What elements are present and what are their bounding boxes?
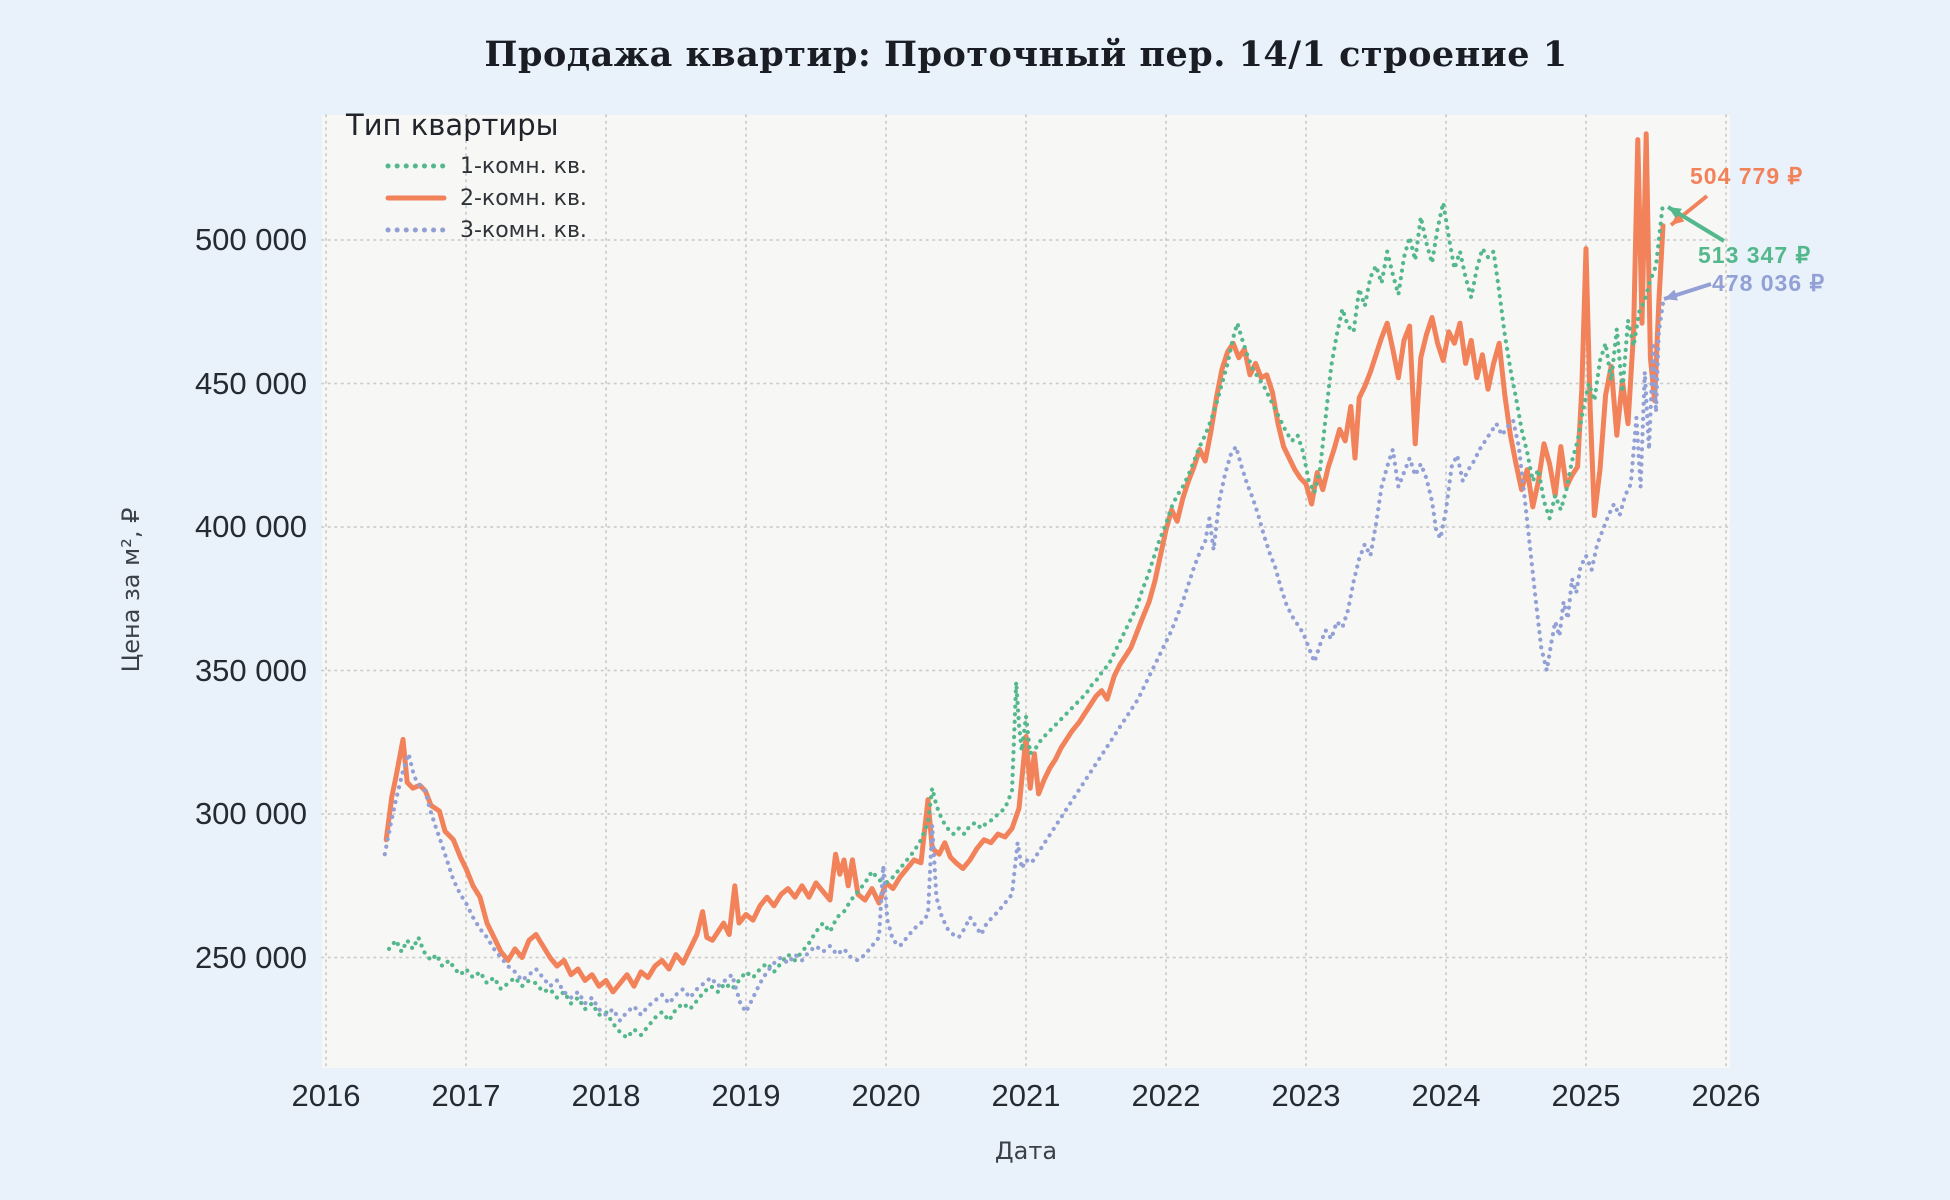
x-tick-2026: 2026 bbox=[1691, 1078, 1761, 1113]
legend: Тип квартиры 1-комн. кв. 2-комн. кв. 3-ком… bbox=[340, 108, 587, 246]
series-line-2-комн. кв. bbox=[383, 131, 1666, 995]
legend-item-3-room: 3-комн. кв. bbox=[340, 214, 587, 246]
legend-item-2-room: 2-комн. кв. bbox=[340, 182, 587, 214]
y-tick-250000: 250 000 bbox=[194, 939, 307, 975]
ann-2room-arrow bbox=[1669, 194, 1709, 227]
legend-marker-dotted-icon bbox=[385, 163, 447, 169]
legend-marker-dotted-icon bbox=[385, 227, 447, 233]
x-tick-2017: 2017 bbox=[431, 1078, 501, 1113]
legend-title: Тип квартиры bbox=[346, 108, 559, 142]
ann-1room-arrow bbox=[1666, 205, 1726, 243]
y-tick-500000: 500 000 bbox=[194, 222, 307, 257]
x-tick-2024: 2024 bbox=[1411, 1078, 1481, 1113]
series-line-1-комн. кв. bbox=[386, 200, 1666, 1041]
legend-item-1-room: 1-комн. кв. bbox=[340, 150, 587, 182]
x-tick-2016: 2016 bbox=[291, 1078, 361, 1113]
y-tick-300000: 300 000 bbox=[194, 796, 307, 831]
legend-marker-solid-icon bbox=[385, 195, 447, 201]
ann-3room-arrow bbox=[1663, 282, 1712, 301]
y-tick-450000: 450 000 bbox=[194, 365, 307, 401]
x-tick-2019: 2019 bbox=[711, 1078, 781, 1113]
x-axis-label: Дата bbox=[994, 1137, 1058, 1165]
y-tick-350000: 350 000 bbox=[194, 652, 307, 688]
x-tick-2023: 2023 bbox=[1271, 1078, 1341, 1113]
series-line-3-комн. кв. bbox=[382, 301, 1666, 1023]
legend-item-label: 2-комн. кв. bbox=[460, 185, 587, 211]
x-tick-2021: 2021 bbox=[991, 1078, 1061, 1113]
gridlines bbox=[321, 114, 1731, 1069]
x-tick-2025: 2025 bbox=[1551, 1078, 1621, 1113]
ann-2room-label: 504 779 ₽ bbox=[1690, 163, 1804, 189]
x-tick-2022: 2022 bbox=[1131, 1078, 1201, 1113]
ann-3room-label: 478 036 ₽ bbox=[1712, 270, 1826, 296]
x-tick-2020: 2020 bbox=[851, 1078, 921, 1113]
legend-item-label: 3-комн. кв. bbox=[460, 217, 587, 243]
legend-item-label: 1-комн. кв. bbox=[460, 153, 587, 179]
y-tick-400000: 400 000 bbox=[194, 509, 307, 544]
ann-1room-label: 513 347 ₽ bbox=[1698, 242, 1812, 268]
page-title: Продажа квартир: Проточный пер. 14/1 стр… bbox=[484, 34, 1568, 75]
x-tick-2018: 2018 bbox=[571, 1078, 641, 1113]
